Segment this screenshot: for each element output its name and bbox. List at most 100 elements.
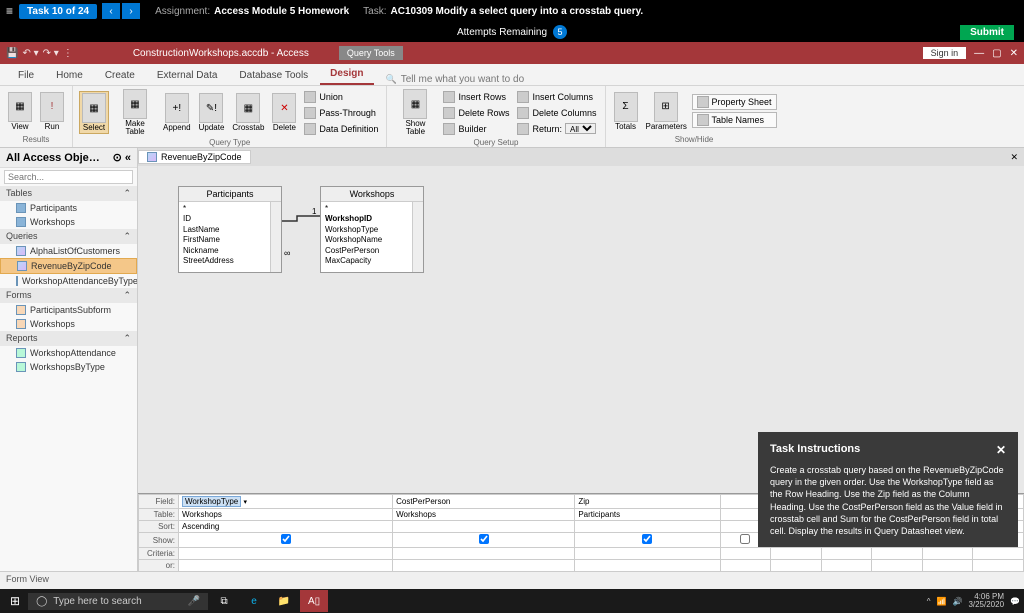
document-area: RevenueByZipCode ✕ Participants * ID Las… [138, 148, 1024, 571]
return-select[interactable]: Return: All [515, 122, 598, 136]
mic-icon[interactable]: 🎤 [188, 596, 200, 607]
make-table-button[interactable]: ▦Make Table [113, 88, 157, 137]
property-sheet-button[interactable]: Property Sheet [692, 94, 777, 110]
document-close-icon[interactable]: ✕ [1004, 152, 1024, 163]
tab-external-data[interactable]: External Data [147, 66, 228, 85]
return-dropdown[interactable]: All [565, 123, 596, 134]
notifications-icon[interactable]: 💬 [1010, 597, 1020, 606]
edge-icon[interactable]: e [240, 590, 268, 612]
attempts-label: Attempts Remaining [457, 27, 547, 38]
volume-icon[interactable]: 🔊 [952, 597, 962, 606]
nav-table-participants[interactable]: Participants [0, 201, 137, 215]
redo-icon[interactable]: ↷ ▾ [43, 48, 59, 59]
document-tab-revenuebyzip[interactable]: RevenueByZipCode [138, 150, 251, 164]
signin-button[interactable]: Sign in [923, 47, 967, 59]
tray-chevron-icon[interactable]: ^ [927, 597, 931, 606]
show-table-button[interactable]: ▦Show Table [393, 88, 437, 137]
show-checkbox[interactable] [281, 534, 291, 544]
table-title: Participants [179, 187, 281, 202]
field-cell-zip[interactable]: Zip [575, 495, 720, 509]
nav-group-forms[interactable]: Forms⌃ [0, 288, 137, 303]
data-definition-button[interactable]: Data Definition [302, 122, 380, 136]
sort-cell[interactable]: Ascending [179, 521, 393, 533]
table-workshops[interactable]: Workshops * WorkshopID WorkshopType Work… [320, 186, 424, 273]
nav-search-input[interactable] [4, 170, 133, 184]
prev-task-button[interactable]: ‹ [102, 3, 120, 19]
assignment-value: Access Module 5 Homework [214, 6, 349, 17]
nav-query-revenuebyzip[interactable]: RevenueByZipCode [0, 258, 137, 274]
wifi-icon[interactable]: 📶 [937, 597, 947, 606]
undo-icon[interactable]: ↶ ▾ [22, 48, 38, 59]
tab-home[interactable]: Home [46, 66, 93, 85]
crosstab-button[interactable]: ▦Crosstab [230, 92, 266, 133]
union-button[interactable]: Union [302, 90, 380, 104]
ribbon-tabs: File Home Create External Data Database … [0, 64, 1024, 86]
nav-form-participantssub[interactable]: ParticipantsSubform [0, 303, 137, 317]
show-checkbox[interactable] [740, 534, 750, 544]
taskbar-search[interactable]: ◯ Type here to search 🎤 [28, 593, 208, 610]
builder-button[interactable]: Builder [441, 122, 511, 136]
start-button[interactable]: ⊞ [4, 594, 26, 608]
nav-table-workshops[interactable]: Workshops [0, 215, 137, 229]
field-cell-workshoptype[interactable]: WorkshopType [182, 496, 241, 507]
menu-icon[interactable]: ≡ [6, 4, 13, 18]
qat-more-icon[interactable]: ⋮ [63, 48, 73, 59]
nav-report-workshopattend[interactable]: WorkshopAttendance [0, 346, 137, 360]
next-task-button[interactable]: › [122, 3, 140, 19]
delete-query-button[interactable]: ✕Delete [270, 92, 298, 133]
taskbar-clock[interactable]: 4:06 PM3/25/2020 [968, 593, 1004, 609]
show-checkbox[interactable] [479, 534, 489, 544]
minimize-icon[interactable]: — [974, 48, 984, 59]
tab-create[interactable]: Create [95, 66, 145, 85]
windows-taskbar: ⊞ ◯ Type here to search 🎤 ⧉ e 📁 A▯ ^ 📶 🔊… [0, 589, 1024, 613]
append-button[interactable]: +!Append [161, 92, 193, 133]
main-area: All Access Obje…⊙ « Tables⌃ Participants… [0, 148, 1024, 571]
parameters-button[interactable]: ⊞Parameters [644, 91, 688, 132]
select-query-button[interactable]: ▦Select [79, 91, 109, 134]
insert-columns-button[interactable]: Insert Columns [515, 90, 598, 104]
field-cell-costperperson[interactable]: CostPerPerson [393, 495, 575, 509]
nav-form-workshops[interactable]: Workshops [0, 317, 137, 331]
delete-rows-button[interactable]: Delete Rows [441, 106, 511, 120]
close-icon[interactable]: ✕ [1010, 48, 1018, 59]
table-cell[interactable]: Workshops [393, 509, 575, 521]
nav-query-workshopattend[interactable]: WorkshopAttendanceByType [0, 274, 137, 288]
run-button[interactable]: !Run [38, 91, 66, 132]
show-checkbox[interactable] [642, 534, 652, 544]
delete-columns-button[interactable]: Delete Columns [515, 106, 598, 120]
insert-rows-button[interactable]: Insert Rows [441, 90, 511, 104]
nav-query-alphalist[interactable]: AlphaListOfCustomers [0, 244, 137, 258]
tab-design[interactable]: Design [320, 64, 373, 85]
task-view-icon[interactable]: ⧉ [210, 590, 238, 612]
nav-group-reports[interactable]: Reports⌃ [0, 331, 137, 346]
nav-report-workshopsbytype[interactable]: WorkshopsByType [0, 360, 137, 374]
tab-file[interactable]: File [8, 66, 44, 85]
group-label-query-type: Query Type [79, 137, 380, 148]
table-names-button[interactable]: Table Names [692, 112, 777, 128]
access-taskbar-icon[interactable]: A▯ [300, 590, 328, 612]
instructions-close-icon[interactable]: ✕ [996, 442, 1006, 458]
table-field-list[interactable]: * WorkshopID WorkshopType WorkshopName C… [321, 202, 423, 272]
tell-me-search[interactable]: Tell me what you want to do [386, 74, 525, 85]
table-field-list[interactable]: * ID LastName FirstName Nickname StreetA… [179, 202, 281, 272]
view-button[interactable]: ▦View [6, 91, 34, 132]
totals-button[interactable]: ΣTotals [612, 91, 640, 132]
tab-database-tools[interactable]: Database Tools [229, 66, 318, 85]
nav-pane-header[interactable]: All Access Obje…⊙ « [0, 148, 137, 168]
query-icon [147, 152, 157, 162]
table-cell[interactable]: Participants [575, 509, 720, 521]
ribbon-body: ▦View !Run Results ▦Select ▦Make Table +… [0, 86, 1024, 148]
file-explorer-icon[interactable]: 📁 [270, 590, 298, 612]
submit-button[interactable]: Submit [960, 25, 1014, 40]
save-icon[interactable]: 💾 [6, 48, 18, 59]
update-button[interactable]: ✎!Update [197, 92, 227, 133]
join-line[interactable]: ∞ 1 [282, 206, 322, 256]
restore-icon[interactable]: ▢ [992, 48, 1001, 59]
passthrough-button[interactable]: Pass-Through [302, 106, 380, 120]
ribbon-group-query-setup: ▦Show Table Insert Rows Delete Rows Buil… [387, 86, 605, 147]
ribbon-group-show-hide: ΣTotals ⊞Parameters Property Sheet Table… [606, 86, 783, 147]
nav-group-queries[interactable]: Queries⌃ [0, 229, 137, 244]
nav-group-tables[interactable]: Tables⌃ [0, 186, 137, 201]
table-cell[interactable]: Workshops [179, 509, 393, 521]
table-participants[interactable]: Participants * ID LastName FirstName Nic… [178, 186, 282, 273]
